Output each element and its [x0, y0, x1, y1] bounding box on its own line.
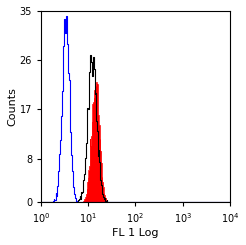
- Y-axis label: Counts: Counts: [7, 87, 17, 126]
- X-axis label: FL 1 Log: FL 1 Log: [112, 228, 159, 238]
